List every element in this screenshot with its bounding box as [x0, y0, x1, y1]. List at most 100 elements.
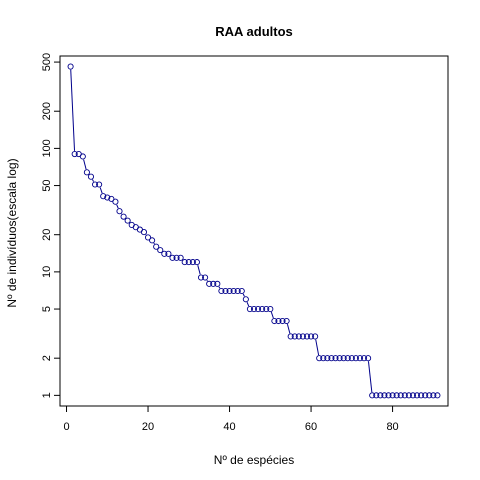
series-line-segment: [246, 302, 250, 307]
data-point: [210, 280, 217, 287]
data-point: [165, 250, 172, 257]
series-line-segment: [83, 159, 87, 170]
data-point: [381, 392, 388, 399]
data-point: [193, 259, 200, 266]
data-point: [161, 250, 168, 257]
series-line-segment: [218, 286, 221, 289]
data-point: [373, 392, 380, 399]
data-point: [242, 296, 249, 303]
x-tick-label: 80: [386, 421, 398, 433]
y-tick-label: 2: [41, 355, 53, 361]
data-point: [352, 355, 359, 362]
data-point: [291, 333, 298, 340]
data-point: [246, 305, 253, 313]
data-point: [377, 392, 384, 399]
data-point: [299, 333, 306, 340]
data-point: [426, 392, 433, 399]
series-line-segment: [153, 242, 155, 245]
series-line-segment: [116, 204, 119, 209]
data-point: [255, 305, 262, 313]
data-point: [144, 234, 152, 241]
data-point: [234, 287, 241, 295]
x-tick-label: 60: [305, 421, 317, 433]
y-axis-label: Nº de indivíduos(escala log): [5, 158, 19, 307]
data-point: [320, 355, 327, 362]
data-point: [369, 392, 376, 399]
data-point: [181, 259, 188, 266]
y-tick-label: 50: [41, 179, 53, 191]
data-point: [393, 392, 400, 399]
series-line-segment: [197, 265, 201, 275]
chart-title: RAA adultos: [215, 24, 293, 39]
data-point: [365, 355, 372, 362]
data-point: [222, 287, 229, 295]
x-tick-label: 40: [223, 421, 235, 433]
data-point: [83, 169, 90, 176]
data-point: [177, 254, 184, 261]
data-point: [389, 392, 396, 399]
data-point: [336, 355, 343, 362]
data-point: [140, 229, 148, 236]
y-tick-label: 1: [41, 392, 53, 398]
data-point: [169, 254, 176, 261]
data-point: [267, 305, 274, 313]
series-line-segment: [367, 361, 373, 393]
data-point: [332, 355, 339, 362]
data-point: [279, 317, 286, 325]
data-point: [250, 305, 258, 313]
data-point: [67, 63, 74, 70]
data-point: [263, 305, 270, 313]
series-line-segment: [242, 293, 245, 297]
data-point: [87, 173, 95, 180]
data-point: [112, 198, 119, 205]
data-point: [348, 355, 355, 362]
y-tick-label: 10: [41, 266, 53, 278]
data-point: [271, 317, 278, 325]
series-line-segment: [99, 187, 103, 194]
data-point: [120, 213, 127, 220]
data-point: [197, 274, 205, 281]
data-point: [124, 217, 131, 224]
data-point: [157, 247, 164, 254]
y-tick-label: 20: [41, 229, 53, 241]
data-point: [430, 392, 437, 399]
x-axis-label: Nº de espécies: [214, 453, 294, 467]
series-line-segment: [70, 69, 76, 151]
data-point: [226, 287, 233, 295]
data-point: [308, 333, 315, 340]
data-point: [96, 181, 103, 188]
data-point: [206, 280, 213, 287]
series-line-segment: [315, 339, 320, 356]
data-point: [316, 355, 323, 362]
data-point: [71, 150, 78, 158]
data-point: [385, 392, 392, 399]
data-point: [100, 193, 107, 200]
y-tick-label: 200: [41, 102, 53, 120]
data-point: [79, 153, 86, 160]
data-point: [202, 274, 209, 281]
data-point: [356, 355, 364, 362]
data-point: [238, 287, 245, 295]
data-point: [275, 317, 282, 325]
y-tick-label: 500: [41, 53, 53, 71]
data-point: [434, 392, 441, 399]
series-line-segment: [286, 323, 291, 334]
data-point: [153, 243, 160, 250]
x-tick-label: 0: [63, 421, 69, 433]
data-point: [401, 392, 408, 399]
data-point: [218, 287, 225, 295]
plot-area: 0 20 40 60 80 1 2 5 10 20 50 100 200 500: [41, 53, 449, 433]
series-line-segment: [206, 279, 208, 282]
series-line-segment: [270, 311, 274, 319]
data-point: [405, 392, 412, 399]
plot-box: [59, 55, 449, 407]
data-point: [149, 237, 156, 244]
data-point: [104, 194, 111, 201]
data-point: [303, 333, 311, 340]
data-point: [397, 392, 404, 399]
data-point: [413, 392, 421, 399]
data-point: [418, 392, 425, 399]
data-point: [230, 287, 237, 295]
